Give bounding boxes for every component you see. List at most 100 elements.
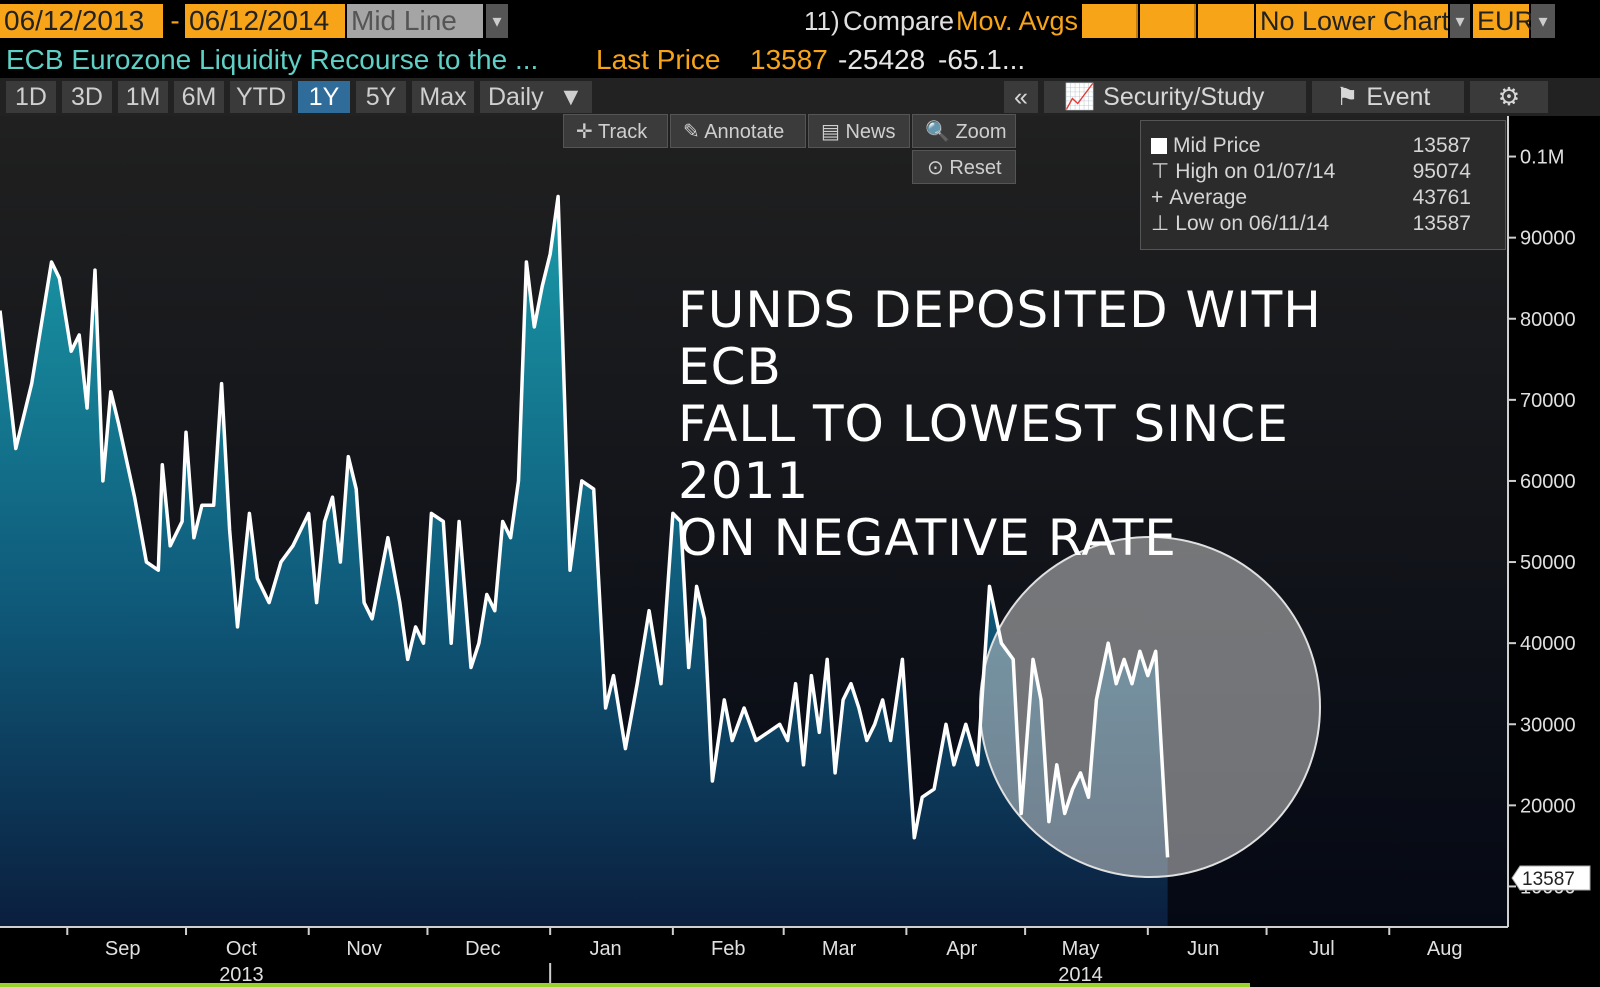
- flag-icon: ⚑: [1336, 83, 1359, 111]
- currency-dropdown-icon[interactable]: ▾: [1531, 4, 1555, 38]
- tab-5y[interactable]: 5Y: [356, 81, 406, 113]
- x-month-label: Sep: [105, 938, 141, 960]
- x-month-label: Oct: [226, 938, 258, 960]
- compare-slot-1[interactable]: [1082, 4, 1138, 38]
- compare-value[interactable]: Mov. Avgs: [956, 6, 1079, 36]
- frequency-label: Daily: [488, 83, 544, 111]
- y-tick-label: 70000: [1520, 390, 1576, 412]
- y-tick-label: 90000: [1520, 228, 1576, 250]
- start-date-field[interactable]: 06/12/2013: [0, 4, 163, 38]
- y-tick-label: 40000: [1520, 633, 1576, 655]
- headline-line-1: FUNDS DEPOSITED WITH ECB: [678, 281, 1322, 396]
- currency-select[interactable]: EUR: [1473, 4, 1534, 38]
- legend-mid-label: Mid Price: [1173, 134, 1261, 157]
- last-value-tag: 13587: [1511, 865, 1591, 891]
- average-marker-icon: +: [1151, 186, 1164, 209]
- legend-mid-row: Mid Price 13587: [1151, 133, 1497, 159]
- collapse-panel-button[interactable]: «: [1004, 81, 1038, 113]
- x-month-label: Jul: [1309, 938, 1335, 960]
- axis-panel: [1508, 116, 1600, 927]
- reset-button[interactable]: ⊙ Reset: [912, 150, 1016, 184]
- x-month-label: Apr: [946, 938, 977, 960]
- track-button[interactable]: ✛ Track: [563, 114, 668, 148]
- high-marker-icon: ⊤: [1151, 160, 1170, 183]
- legend-high-label: High on 01/07/14: [1175, 160, 1336, 183]
- tab-3d[interactable]: 3D: [62, 81, 112, 113]
- tab-1d[interactable]: 1D: [6, 81, 56, 113]
- line-mode-select[interactable]: Mid Line: [347, 4, 483, 38]
- x-month-label: May: [1062, 938, 1100, 960]
- last-price-value: 13587: [750, 44, 828, 75]
- headline-annotation: FUNDS DEPOSITED WITH ECB FALL TO LOWEST …: [678, 282, 1418, 567]
- legend-low-value: 13587: [1412, 212, 1471, 235]
- compare-label[interactable]: Compare: [843, 6, 955, 36]
- end-date-field[interactable]: 06/12/2014: [185, 4, 345, 38]
- price-change-percent: -65.1...: [938, 44, 1026, 75]
- compare-slot-2[interactable]: [1140, 4, 1196, 38]
- y-tick-label: 80000: [1520, 309, 1576, 331]
- top-toolbar: 06/12/2013 - 06/12/2014 Mid Line ▾ 11) C…: [0, 0, 1600, 42]
- settings-gear-icon[interactable]: ⚙: [1470, 81, 1548, 113]
- legend-high-value: 95074: [1412, 160, 1471, 183]
- zoom-label: Zoom: [955, 121, 1007, 143]
- tab-1m[interactable]: 1M: [118, 81, 168, 113]
- news-label: News: [845, 121, 896, 143]
- chart-study-icon: 📈: [1064, 83, 1096, 111]
- compare-slot-3[interactable]: [1198, 4, 1254, 38]
- zoom-button[interactable]: 🔍 Zoom: [912, 114, 1016, 148]
- legend-low-row: ⊥ Low on 06/11/14 13587: [1151, 211, 1497, 237]
- legend-high-row: ⊤ High on 01/07/14 95074: [1151, 159, 1497, 185]
- tab-6m[interactable]: 6M: [174, 81, 224, 113]
- y-tick-label: 30000: [1520, 714, 1576, 736]
- news-button[interactable]: ▤ News: [808, 114, 910, 148]
- compare-number: 11): [804, 6, 840, 36]
- area-fill: [0, 196, 1168, 927]
- legend-low-label: Low on 06/11/14: [1175, 212, 1330, 235]
- last-value-label: 13587: [1522, 869, 1575, 890]
- pencil-icon: ✎: [683, 121, 700, 143]
- headline-line-2: FALL TO LOWEST SINCE 2011: [678, 395, 1289, 510]
- security-study-tab[interactable]: 📈 Security/Study: [1044, 81, 1306, 113]
- tab-1y[interactable]: 1Y: [298, 81, 350, 113]
- security-study-label: Security/Study: [1103, 83, 1265, 111]
- annotate-button[interactable]: ✎ Annotate: [670, 114, 806, 148]
- track-label: Track: [597, 121, 648, 143]
- x-month-label: Mar: [822, 938, 857, 960]
- range-tab-bar: 1D 3D 1M 6M YTD 1Y 5Y Max Daily ▼ « 📈 Sec…: [0, 78, 1600, 116]
- security-info-bar: ECB Eurozone Liquidity Recourse to the .…: [0, 42, 1600, 78]
- x-month-label: Dec: [465, 938, 501, 960]
- x-year-label: 2014: [1058, 964, 1103, 986]
- price-change: -25428: [838, 44, 926, 75]
- x-axis-ticks: Sep Oct Nov Dec Jan Feb Mar Apr May Jun Jul Aug 2013…: [66, 927, 1463, 986]
- legend-box: Mid Price 13587 ⊤ High on 01/07/14 95074 …: [1140, 120, 1506, 250]
- y-tick-label: 50000: [1520, 552, 1576, 574]
- x-month-label: Feb: [711, 938, 745, 960]
- headline-line-3: ON NEGATIVE RATE: [678, 509, 1177, 567]
- x-month-label: Jun: [1187, 938, 1219, 960]
- y-tick-label: 20000: [1520, 795, 1576, 817]
- tab-max[interactable]: Max: [412, 81, 474, 113]
- frequency-dropdown-icon: ▼: [558, 83, 584, 111]
- low-marker-icon: ⊥: [1151, 212, 1170, 235]
- tab-ytd[interactable]: YTD: [230, 81, 292, 113]
- event-tab[interactable]: ⚑ Event: [1312, 81, 1464, 113]
- event-label: Event: [1366, 83, 1431, 111]
- y-tick-label: 60000: [1520, 471, 1576, 493]
- reset-icon: ⊙: [927, 157, 944, 179]
- lower-chart-dropdown-icon[interactable]: ▾: [1450, 4, 1470, 38]
- lower-chart-select[interactable]: No Lower Chart: [1256, 4, 1448, 38]
- frequency-select[interactable]: Daily ▼: [480, 81, 592, 113]
- legend-avg-row: + Average 43761: [1151, 185, 1497, 211]
- news-icon: ▤: [821, 121, 840, 143]
- annotate-label: Annotate: [704, 121, 785, 143]
- x-month-label: Aug: [1427, 938, 1463, 960]
- magnifier-icon: 🔍: [925, 121, 950, 143]
- date-separator: -: [170, 5, 180, 36]
- line-mode-dropdown-icon[interactable]: ▾: [486, 4, 508, 38]
- reset-label: Reset: [949, 157, 1002, 179]
- last-price-label: Last Price: [596, 44, 721, 75]
- x-year-label: 2013: [219, 964, 264, 986]
- legend-mid-value: 13587: [1412, 134, 1471, 157]
- legend-avg-value: 43761: [1412, 186, 1471, 209]
- price-line: [0, 194, 1170, 858]
